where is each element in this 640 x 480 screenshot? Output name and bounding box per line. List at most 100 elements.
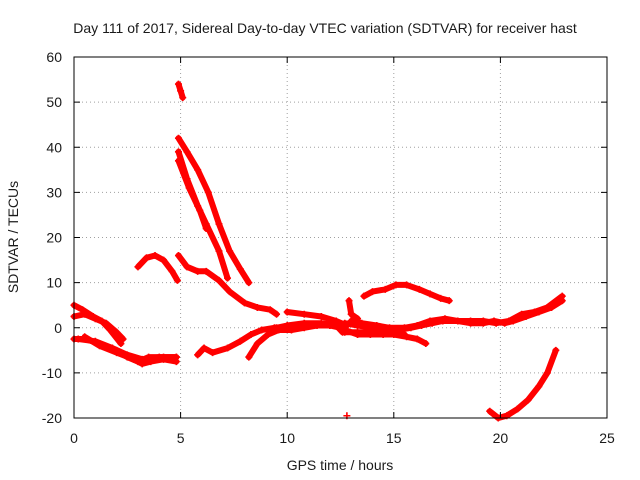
series-line — [175, 157, 210, 232]
data-point — [174, 157, 182, 165]
data-point — [345, 297, 353, 305]
data-point — [535, 382, 543, 390]
data-point — [558, 292, 566, 300]
data-point — [202, 224, 210, 232]
data-point — [236, 265, 244, 273]
data-point — [174, 134, 182, 142]
data-point — [151, 252, 159, 260]
data-point — [247, 331, 255, 339]
y-tick-label: 40 — [46, 139, 62, 155]
data-point — [392, 281, 400, 289]
data-point — [258, 326, 266, 334]
data-point — [518, 310, 526, 318]
y-axis-label: SDTVAR / TECUs — [5, 181, 21, 293]
y-tick-label: -20 — [42, 410, 62, 426]
y-tick-label: 20 — [46, 230, 62, 246]
data-point — [134, 263, 142, 271]
data-point — [245, 279, 253, 287]
series-arc-08 — [174, 134, 253, 287]
series-arc-11 — [174, 252, 281, 318]
data-point — [422, 340, 430, 348]
data-point — [354, 328, 362, 336]
data-point — [332, 317, 340, 325]
data-point — [283, 308, 291, 316]
data-point — [215, 276, 223, 284]
data-point — [102, 319, 110, 327]
data-point — [347, 317, 355, 325]
data-point — [194, 351, 202, 359]
data-point — [226, 288, 234, 296]
y-tick-label: 60 — [46, 49, 62, 65]
data-point — [358, 319, 366, 327]
y-tick-label: 10 — [46, 275, 62, 291]
series-line — [175, 252, 280, 318]
data-point — [283, 321, 291, 329]
data-point — [492, 319, 500, 327]
data-point — [183, 263, 191, 271]
data-point — [403, 281, 411, 289]
data-point — [300, 310, 308, 318]
data-point — [524, 396, 532, 404]
data-point — [226, 247, 234, 255]
data-point — [183, 148, 191, 156]
data-point — [224, 344, 232, 352]
data-point — [224, 274, 232, 282]
data-point — [215, 220, 223, 228]
data-point — [74, 335, 82, 343]
grid-lines — [74, 57, 607, 418]
data-point — [168, 267, 176, 275]
data-point — [241, 299, 249, 307]
data-point — [467, 317, 475, 325]
data-point — [400, 324, 408, 332]
data-point — [138, 355, 146, 363]
data-point — [142, 254, 150, 262]
data-point — [123, 351, 131, 359]
data-point — [155, 353, 163, 361]
series-arc-20 — [347, 292, 566, 332]
data-point — [426, 290, 434, 298]
x-tick-label: 0 — [70, 430, 78, 446]
data-point — [317, 312, 325, 320]
data-point — [245, 353, 253, 361]
data-point — [264, 331, 272, 339]
series-arc-22 — [360, 281, 453, 305]
x-tick-label: 25 — [599, 430, 615, 446]
data-point — [341, 328, 349, 336]
data-point — [91, 315, 99, 323]
x-tick-labels: 0 5 10 15 20 25 — [70, 430, 615, 446]
data-point — [368, 288, 376, 296]
data-point — [543, 303, 551, 311]
data-point — [253, 303, 261, 311]
x-tick-label: 15 — [386, 430, 402, 446]
data-point — [266, 306, 274, 314]
y-tick-label: 30 — [46, 184, 62, 200]
data-point — [300, 319, 308, 327]
data-point — [172, 353, 180, 361]
series-line — [135, 252, 181, 284]
data-point — [160, 256, 168, 264]
y-tick-labels: -20 -10 0 10 20 30 40 50 60 — [42, 49, 62, 426]
chart-title: Day 111 of 2017, Sidereal Day-to-day VTE… — [73, 20, 577, 36]
data-point — [81, 310, 89, 318]
data-point — [543, 369, 551, 377]
data-point — [354, 315, 362, 323]
data-point — [273, 310, 281, 318]
x-tick-label: 10 — [279, 430, 295, 446]
data-point — [119, 335, 127, 343]
axis-ticks — [73, 56, 608, 419]
y-tick-label: 50 — [46, 94, 62, 110]
data-point — [117, 340, 125, 348]
data-point — [317, 319, 325, 327]
data-point — [513, 405, 521, 413]
data-point — [177, 87, 185, 95]
data-point — [204, 188, 212, 196]
data-point — [194, 267, 202, 275]
data-point — [531, 308, 539, 316]
data-point — [445, 297, 453, 305]
x-tick-label: 20 — [493, 430, 509, 446]
data-point — [426, 317, 434, 325]
data-point — [253, 340, 261, 348]
data-point — [179, 94, 187, 102]
